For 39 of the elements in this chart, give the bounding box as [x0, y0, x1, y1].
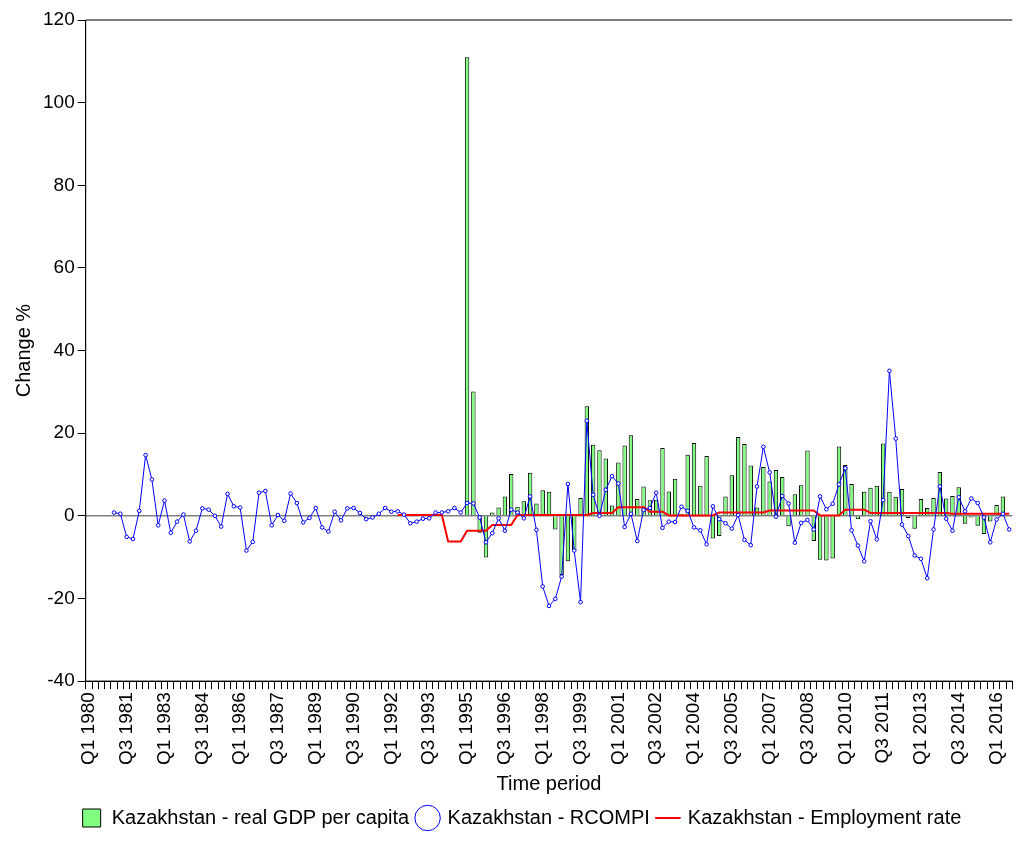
y-tick-label: 20 — [53, 421, 75, 443]
x-tick-label: Q3 1996 — [493, 692, 515, 766]
y-tick-label: 120 — [43, 8, 75, 30]
y-tick-label: -40 — [47, 669, 75, 691]
x-tick-label: Q1 1983 — [152, 692, 174, 766]
y-tick-label: -20 — [47, 586, 75, 608]
y-tick-label: 80 — [53, 173, 75, 195]
x-tick-label: Q3 1981 — [114, 692, 136, 766]
x-tick-label: Q1 1992 — [379, 692, 401, 766]
x-tick-label: Q1 1986 — [228, 692, 250, 766]
x-tick-label: Q1 2004 — [682, 691, 704, 766]
y-tick-label: 100 — [43, 90, 75, 112]
x-tick-label: Q1 1989 — [304, 692, 326, 766]
x-tick-label: Q3 1993 — [417, 692, 439, 766]
legend-label: Kazakhstan - real GDP per capita — [111, 805, 411, 828]
x-tick-label: Q3 1990 — [341, 692, 363, 766]
x-tick-label: Q1 1980 — [77, 692, 99, 766]
x-tick-label: Q1 2007 — [757, 692, 779, 766]
y-tick-label: 0 — [64, 504, 75, 526]
x-tick-label: Q1 1995 — [455, 692, 477, 766]
x-tick-label: Q3 1987 — [266, 692, 288, 766]
x-tick-label: Q1 2010 — [833, 692, 855, 766]
y-axis-title: Change % — [11, 303, 34, 398]
x-tick-label: Q1 1998 — [530, 692, 552, 766]
x-tick-label: Q1 2013 — [909, 692, 931, 766]
x-tick-label: Q3 1984 — [190, 691, 212, 766]
x-tick-label: Q1 2001 — [606, 692, 628, 766]
legend-label: Kazakhstan - Employment rate — [687, 805, 962, 828]
legend-label: Kazakhstan - RCOMPI — [447, 805, 650, 828]
x-tick-label: Q1 2016 — [984, 692, 1006, 766]
x-tick-label: Q3 2005 — [720, 692, 742, 766]
x-tick-label: Q3 2008 — [795, 692, 817, 766]
x-tick-label: Q3 2002 — [644, 692, 666, 766]
x-tick-label: Q3 2014 — [946, 691, 968, 766]
x-tick-label: Q3 1999 — [568, 692, 590, 766]
x-tick-label: Q3 2011 — [871, 692, 893, 764]
x-axis-title: Time period — [496, 771, 602, 794]
y-tick-label: 40 — [53, 338, 75, 360]
y-tick-label: 60 — [53, 256, 75, 278]
